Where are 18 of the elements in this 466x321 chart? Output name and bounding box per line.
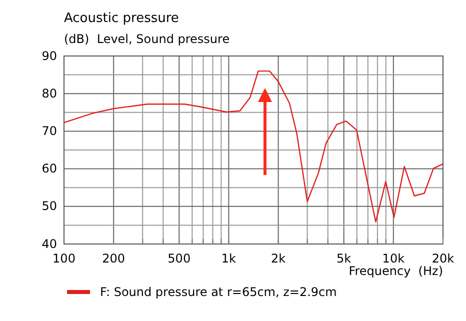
y-axis-title: (dB) Level, Sound pressure — [64, 32, 230, 46]
legend-label: F: Sound pressure at r=65cm, z=2.9cm — [100, 285, 337, 299]
y-tick-label: 40 — [42, 236, 57, 251]
x-tick-label: 20k — [432, 252, 454, 266]
x-tick-label: 2k — [270, 252, 286, 266]
x-tick-label: 10k — [382, 252, 405, 266]
x-tick-label: 1k — [221, 252, 236, 266]
x-axis-title: Frequency (Hz) — [348, 264, 443, 278]
y-tick-label: 90 — [42, 48, 57, 63]
x-tick-label: 500 — [168, 252, 191, 266]
chart-title: Acoustic pressure — [64, 11, 179, 26]
y-tick-label: 50 — [42, 199, 57, 214]
x-tick-label: 100 — [52, 252, 76, 266]
y-tick-label: 70 — [42, 124, 57, 138]
x-tick-label: 5k — [336, 252, 352, 266]
y-tick-label: 80 — [42, 86, 57, 100]
x-tick-label: 200 — [102, 252, 126, 266]
y-tick-label: 60 — [42, 162, 57, 176]
